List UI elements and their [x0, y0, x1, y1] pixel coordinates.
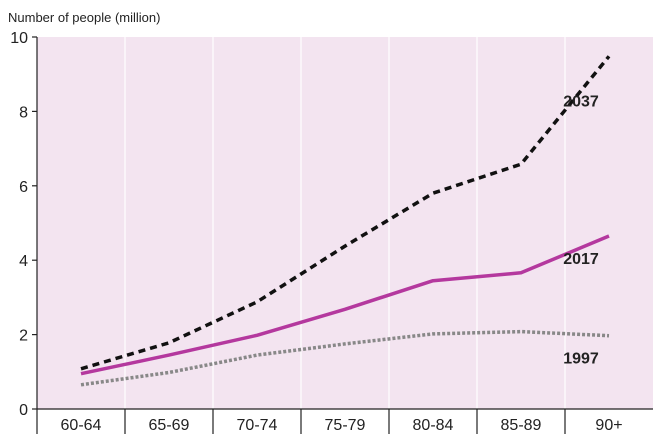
- x-tick-label: 85-89: [501, 417, 542, 434]
- series-line-1997: [80, 329, 610, 387]
- series-line-2017: [80, 234, 610, 376]
- y-tick-label: 8: [19, 104, 28, 121]
- y-tick-label: 10: [10, 30, 28, 47]
- y-axis-title: Number of people (million): [8, 10, 160, 25]
- y-tick-label: 6: [19, 179, 28, 196]
- y-tick-label: 0: [19, 402, 28, 419]
- x-tick-label: 60-64: [61, 417, 102, 434]
- series-label-1997: 1997: [563, 351, 599, 368]
- x-tick-label: 75-79: [325, 417, 366, 434]
- series-line-2037: [80, 55, 611, 371]
- x-tick-label: 90+: [595, 417, 622, 434]
- y-tick-label: 4: [19, 253, 28, 270]
- x-tick-label: 65-69: [149, 417, 190, 434]
- plot-area: [37, 37, 653, 409]
- x-tick-label: 80-84: [413, 417, 454, 434]
- series-label-2017: 2017: [563, 251, 599, 268]
- y-tick-label: 2: [19, 328, 28, 345]
- x-tick-label: 70-74: [237, 417, 278, 434]
- series-label-2037: 2037: [563, 93, 599, 110]
